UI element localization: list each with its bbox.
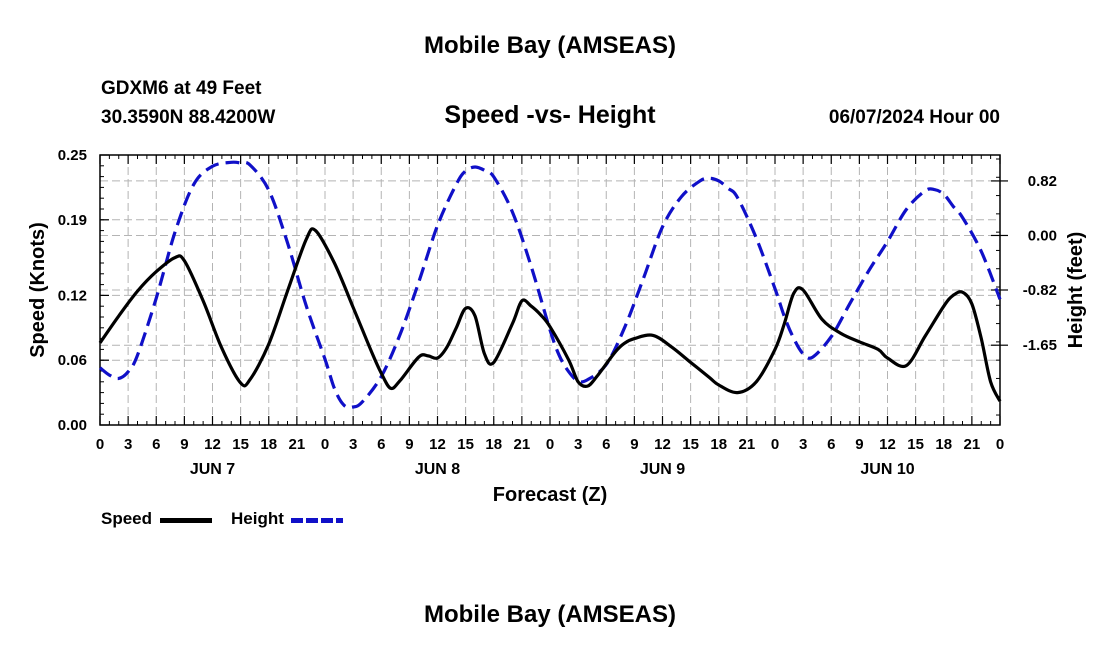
station-label: GDXM6 at 49 Feet xyxy=(101,78,262,99)
height-series-line xyxy=(99,160,1002,410)
day-label: JUN 7 xyxy=(190,461,235,478)
x-tick-label: 6 xyxy=(152,436,160,453)
x-tick-label: 15 xyxy=(907,436,924,453)
x-tick-label: 21 xyxy=(289,436,306,453)
x-tick-label: 0 xyxy=(771,436,779,453)
x-tick-label: 12 xyxy=(654,436,671,453)
x-tick-label: 9 xyxy=(405,436,413,453)
plot-frame xyxy=(99,154,1001,426)
tick-labels: 0 3 6 9 12 15 18 21 0 3 6 9 12 15 18 21 0 3 6 9 12 15 18 21 0 3 6 9… xyxy=(58,147,1057,478)
x-tick-label: 18 xyxy=(710,436,727,453)
x-tick-label: 18 xyxy=(260,436,277,453)
legend-speed-swatch xyxy=(160,518,212,523)
legend-height-swatch xyxy=(291,518,343,523)
x-tick-label: 18 xyxy=(485,436,502,453)
series-layer xyxy=(98,160,1002,410)
x-tick-label: 0 xyxy=(96,436,104,453)
x-tick-label: 3 xyxy=(574,436,582,453)
y-tick-label: 0.00 xyxy=(58,417,87,434)
x-tick-label: 3 xyxy=(349,436,357,453)
x-tick-label: 0 xyxy=(321,436,329,453)
y-tick-label: 0.12 xyxy=(58,287,87,304)
day-label: JUN 9 xyxy=(640,461,685,478)
y-axis-label: Speed (Knots) xyxy=(27,222,49,358)
x-tick-label: 9 xyxy=(855,436,863,453)
chart-title-bottom: Mobile Bay (AMSEAS) xyxy=(423,601,677,628)
x-tick-label: 9 xyxy=(630,436,638,453)
x-tick-label: 12 xyxy=(429,436,446,453)
x-tick-label: 21 xyxy=(739,436,756,453)
station-coords: 30.3590N 88.4200W xyxy=(101,107,276,128)
y2-tick-label: -0.82 xyxy=(1023,282,1057,299)
x-tick-label: 6 xyxy=(602,436,610,453)
y2-axis-label: Height (feet) xyxy=(1065,232,1087,349)
chart-grid xyxy=(100,155,1000,425)
legend-height-label: Height xyxy=(231,509,284,528)
x-tick-label: 21 xyxy=(964,436,981,453)
forecast-run-time: 06/07/2024 Hour 00 xyxy=(828,107,1000,128)
x-tick-label: 6 xyxy=(377,436,385,453)
speed-series-line xyxy=(98,227,1002,402)
y-tick-label: 0.06 xyxy=(58,352,87,369)
day-label: JUN 10 xyxy=(860,461,914,478)
x-tick-label: 0 xyxy=(996,436,1004,453)
y2-tick-label: 0.00 xyxy=(1028,227,1057,244)
x-tick-label: 12 xyxy=(204,436,221,453)
chart-subtitle: Speed -vs- Height xyxy=(444,101,656,129)
chart-title-top: Mobile Bay (AMSEAS) xyxy=(423,32,677,59)
x-tick-label: 15 xyxy=(682,436,699,453)
y2-tick-label: 0.82 xyxy=(1028,173,1057,190)
y-tick-label: 0.25 xyxy=(58,147,87,164)
day-label: JUN 8 xyxy=(415,461,460,478)
y-tick-label: 0.19 xyxy=(58,212,87,229)
x-tick-label: 0 xyxy=(546,436,554,453)
x-tick-label: 15 xyxy=(457,436,474,453)
x-tick-label: 18 xyxy=(935,436,952,453)
speed-height-chart: 0 3 6 9 12 15 18 21 0 3 6 9 12 15 18 21 0 3 6 9 12 15 18 21 0 3 6 9… xyxy=(27,147,1087,506)
x-tick-label: 12 xyxy=(879,436,896,453)
x-tick-label: 6 xyxy=(827,436,835,453)
x-tick-label: 9 xyxy=(180,436,188,453)
x-axis-label: Forecast (Z) xyxy=(493,484,607,506)
x-tick-label: 3 xyxy=(799,436,807,453)
x-tick-label: 3 xyxy=(124,436,132,453)
x-tick-label: 21 xyxy=(514,436,531,453)
x-tick-label: 15 xyxy=(232,436,249,453)
legend-speed-label: Speed xyxy=(101,509,153,528)
y2-tick-label: -1.65 xyxy=(1023,337,1057,354)
